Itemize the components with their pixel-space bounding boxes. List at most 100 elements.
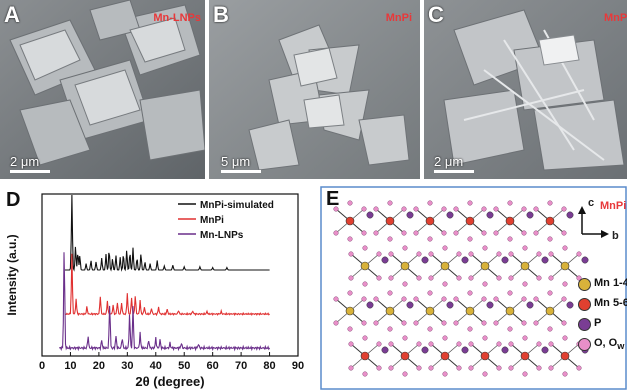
sample-label-a: Mn-LNPs [153, 12, 201, 24]
phosphorus-atom [501, 256, 509, 264]
metal-atom [520, 261, 530, 271]
phosphorus-atom [461, 256, 469, 264]
phosphorus-atom [501, 346, 509, 354]
sem-image-c [424, 0, 627, 179]
metal-atom [425, 216, 435, 226]
sem-image-a [0, 0, 205, 179]
legend-label-2: Mn-LNPs [200, 230, 244, 241]
phosphorus-atom [566, 211, 574, 219]
series-line-2 [59, 252, 271, 352]
x-tick-label: 30 [121, 360, 133, 372]
metal-atom [400, 351, 410, 361]
phosphorus-atom [566, 301, 574, 309]
scale-bar-a [10, 170, 50, 173]
scale-label-b: 5 μm [221, 154, 251, 169]
metal-atom [360, 351, 370, 361]
metal-atom [480, 261, 490, 271]
x-tick-label: 70 [235, 360, 247, 372]
phosphorus-atom [581, 256, 589, 264]
metal-atom [385, 306, 395, 316]
phosphorus-atom [366, 301, 374, 309]
phosphorus-atom [406, 301, 414, 309]
panel-letter-b: B [213, 2, 229, 27]
x-tick-label: 80 [263, 360, 275, 372]
phosphorus-atom [461, 346, 469, 354]
phosphorus-atom [541, 346, 549, 354]
sample-label-b: MnPi [385, 12, 412, 24]
phosphorus-atom [421, 256, 429, 264]
metal-atom [505, 216, 515, 226]
sem-panel-a: A Mn-LNPs 2 μm [0, 0, 205, 179]
sem-panel-b: B MnPi 5 μm [209, 0, 420, 179]
x-tick-label: 20 [93, 360, 105, 372]
panel-letter-d: D [6, 189, 20, 211]
metal-atom [560, 351, 570, 361]
sem-panel-c: C MnPi 2 μm [424, 0, 627, 179]
panel-letter-a: A [4, 2, 20, 27]
x-tick-label: 40 [150, 360, 162, 372]
panel-letter-e: E [326, 188, 340, 210]
metal-atom [385, 216, 395, 226]
phosphorus-atom [486, 301, 494, 309]
x-tick-label: 50 [178, 360, 190, 372]
phosphorus-atom [541, 256, 549, 264]
legend-label-e-2: P [594, 317, 602, 329]
x-tick-label: 10 [64, 360, 76, 372]
plot-frame [41, 193, 299, 357]
phosphorus-atom [421, 346, 429, 354]
legend-label-e-3: O, Ow [594, 337, 625, 352]
legend-label-e-1: Mn 5-6 [594, 297, 627, 309]
x-tick-label: 90 [292, 360, 304, 372]
sample-label-c: MnPi [604, 12, 627, 24]
legend-dot-3 [578, 338, 591, 351]
axis-indicator [578, 206, 609, 238]
sample-label-e: MnPi [600, 200, 627, 212]
xrd-chart: D 0 10 20 30 40 50 60 70 80 90 2θ (degree) Intensit… [5, 189, 304, 389]
metal-atom [545, 216, 555, 226]
metal-atom [360, 261, 370, 271]
metal-atom [480, 351, 490, 361]
metal-atom [560, 261, 570, 271]
xrd-chart-panel: D 0 10 20 30 40 50 60 70 80 90 2θ (degree) Intensit… [0, 186, 318, 391]
phosphorus-atom [486, 211, 494, 219]
legend-dot-1 [578, 298, 591, 311]
crystal-structure-panel: E MnPi c b Mn 1-4 Mn 5-6 P O, Ow [320, 186, 627, 391]
phosphorus-atom [526, 301, 534, 309]
axis-b-label: b [612, 230, 619, 242]
series-line-0 [64, 194, 270, 272]
axis-c-label: c [588, 197, 595, 209]
metal-atom [440, 261, 450, 271]
phosphorus-atom [526, 211, 534, 219]
metal-atom [425, 306, 435, 316]
scale-label-c: 2 μm [434, 154, 464, 169]
phosphorus-atom [446, 301, 454, 309]
metal-atom [505, 306, 515, 316]
metal-atom [400, 261, 410, 271]
legend-dot-2 [578, 318, 591, 331]
metal-atom [465, 306, 475, 316]
series-line-1 [64, 253, 270, 317]
legend-label-1: MnPi [200, 215, 224, 226]
metal-atom [545, 306, 555, 316]
sem-image-b [209, 0, 420, 179]
x-tick-label: 60 [207, 360, 219, 372]
metal-atom [440, 351, 450, 361]
legend-label-e-0: Mn 1-4 [594, 277, 627, 289]
phosphorus-atom [446, 211, 454, 219]
scale-label-a: 2 μm [10, 154, 40, 169]
panel-letter-c: C [428, 2, 444, 27]
metal-atom [520, 351, 530, 361]
phosphorus-atom [381, 346, 389, 354]
phosphorus-atom [366, 211, 374, 219]
x-tick-label: 0 [39, 360, 45, 372]
metal-atom [345, 306, 355, 316]
scale-bar-b [221, 170, 261, 173]
phosphorus-atom [406, 211, 414, 219]
metal-atom [465, 216, 475, 226]
crystal-structure [320, 186, 627, 390]
x-axis-label: 2θ (degree) [135, 374, 204, 389]
legend-dot-0 [578, 278, 591, 291]
metal-atom [345, 216, 355, 226]
phosphorus-atom [381, 256, 389, 264]
legend-label-0: MnPi-simulated [200, 200, 274, 211]
